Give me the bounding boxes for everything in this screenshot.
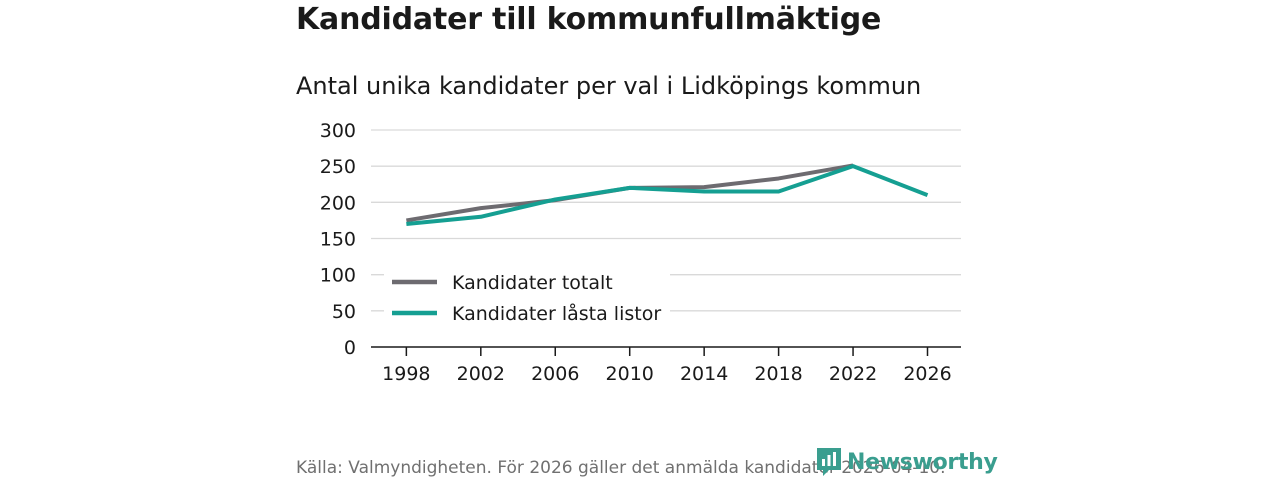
series-lines [406, 163, 929, 227]
chart-subtitle: Antal unika kandidater per val i Lidköpi… [296, 72, 922, 100]
legend-label-total: Kandidater totalt [452, 272, 613, 294]
x-tick-label: 2014 [680, 363, 728, 385]
newsworthy-logo-text: Newsworthy [847, 449, 998, 475]
x-tick-label: 2002 [457, 363, 505, 385]
y-tick-label: 200 [320, 192, 356, 214]
x-tick-label: 2006 [531, 363, 579, 385]
newsworthy-logo: Newsworthy [815, 446, 998, 478]
y-tick-label: 0 [344, 337, 356, 359]
x-tick-label: 2022 [829, 363, 877, 385]
y-axis-labels: 0 50 100 150 200 250 300 [320, 120, 356, 359]
series-line-total [406, 163, 854, 223]
series-line-locked-lists [406, 164, 929, 227]
x-axis-labels: 1998 2002 2006 2010 2014 2018 2022 2026 [382, 363, 951, 385]
x-axis [371, 346, 961, 356]
legend: Kandidater totalt Kandidater låsta listor [384, 267, 670, 331]
legend-background [384, 267, 670, 331]
chart-title: Kandidater till kommunfullmäktige [296, 2, 882, 37]
x-tick-label: 1998 [382, 363, 430, 385]
x-tick-label: 2010 [606, 363, 654, 385]
x-tick-label: 2018 [754, 363, 802, 385]
newsworthy-logo-icon [817, 448, 841, 476]
y-tick-label: 100 [320, 265, 356, 287]
source-note: Källa: Valmyndigheten. För 2026 gäller d… [296, 458, 946, 478]
legend-label-locked-lists: Kandidater låsta listor [452, 302, 661, 325]
y-tick-label: 50 [332, 301, 356, 323]
x-tick-label: 2026 [903, 363, 951, 385]
y-tick-label: 250 [320, 156, 356, 178]
y-tick-label: 300 [320, 120, 356, 142]
y-tick-label: 150 [320, 229, 356, 251]
